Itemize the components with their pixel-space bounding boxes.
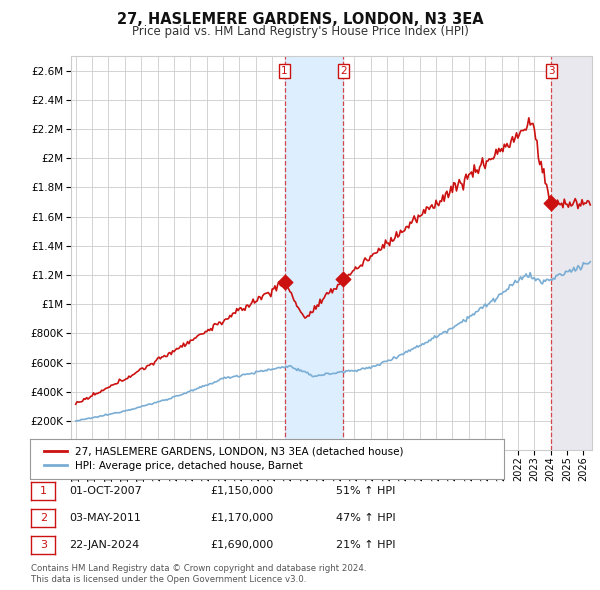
Text: This data is licensed under the Open Government Licence v3.0.: This data is licensed under the Open Gov… <box>31 575 307 584</box>
Bar <box>284 56 343 450</box>
Text: Contains HM Land Registry data © Crown copyright and database right 2024.: Contains HM Land Registry data © Crown c… <box>31 565 367 573</box>
Text: 27, HASLEMERE GARDENS, LONDON, N3 3EA: 27, HASLEMERE GARDENS, LONDON, N3 3EA <box>116 12 484 27</box>
Text: 1: 1 <box>40 486 47 496</box>
Text: 2: 2 <box>340 66 346 76</box>
Point <box>547 199 556 208</box>
Text: Price paid vs. HM Land Registry's House Price Index (HPI): Price paid vs. HM Land Registry's House … <box>131 25 469 38</box>
Text: 03-MAY-2011: 03-MAY-2011 <box>69 513 141 523</box>
Text: £1,690,000: £1,690,000 <box>210 540 273 550</box>
Text: 22-JAN-2024: 22-JAN-2024 <box>69 540 139 550</box>
Point <box>338 275 348 284</box>
Bar <box>551 56 592 450</box>
Text: 2: 2 <box>40 513 47 523</box>
Text: £1,150,000: £1,150,000 <box>210 486 273 496</box>
Text: 3: 3 <box>40 540 47 550</box>
Text: 3: 3 <box>548 66 555 76</box>
Legend: 27, HASLEMERE GARDENS, LONDON, N3 3EA (detached house), HPI: Average price, deta: 27, HASLEMERE GARDENS, LONDON, N3 3EA (d… <box>40 442 408 476</box>
Point <box>280 277 289 287</box>
Text: 1: 1 <box>281 66 288 76</box>
Text: 51% ↑ HPI: 51% ↑ HPI <box>336 486 395 496</box>
Text: 21% ↑ HPI: 21% ↑ HPI <box>336 540 395 550</box>
Text: 47% ↑ HPI: 47% ↑ HPI <box>336 513 395 523</box>
Text: £1,170,000: £1,170,000 <box>210 513 273 523</box>
Text: 01-OCT-2007: 01-OCT-2007 <box>69 486 142 496</box>
